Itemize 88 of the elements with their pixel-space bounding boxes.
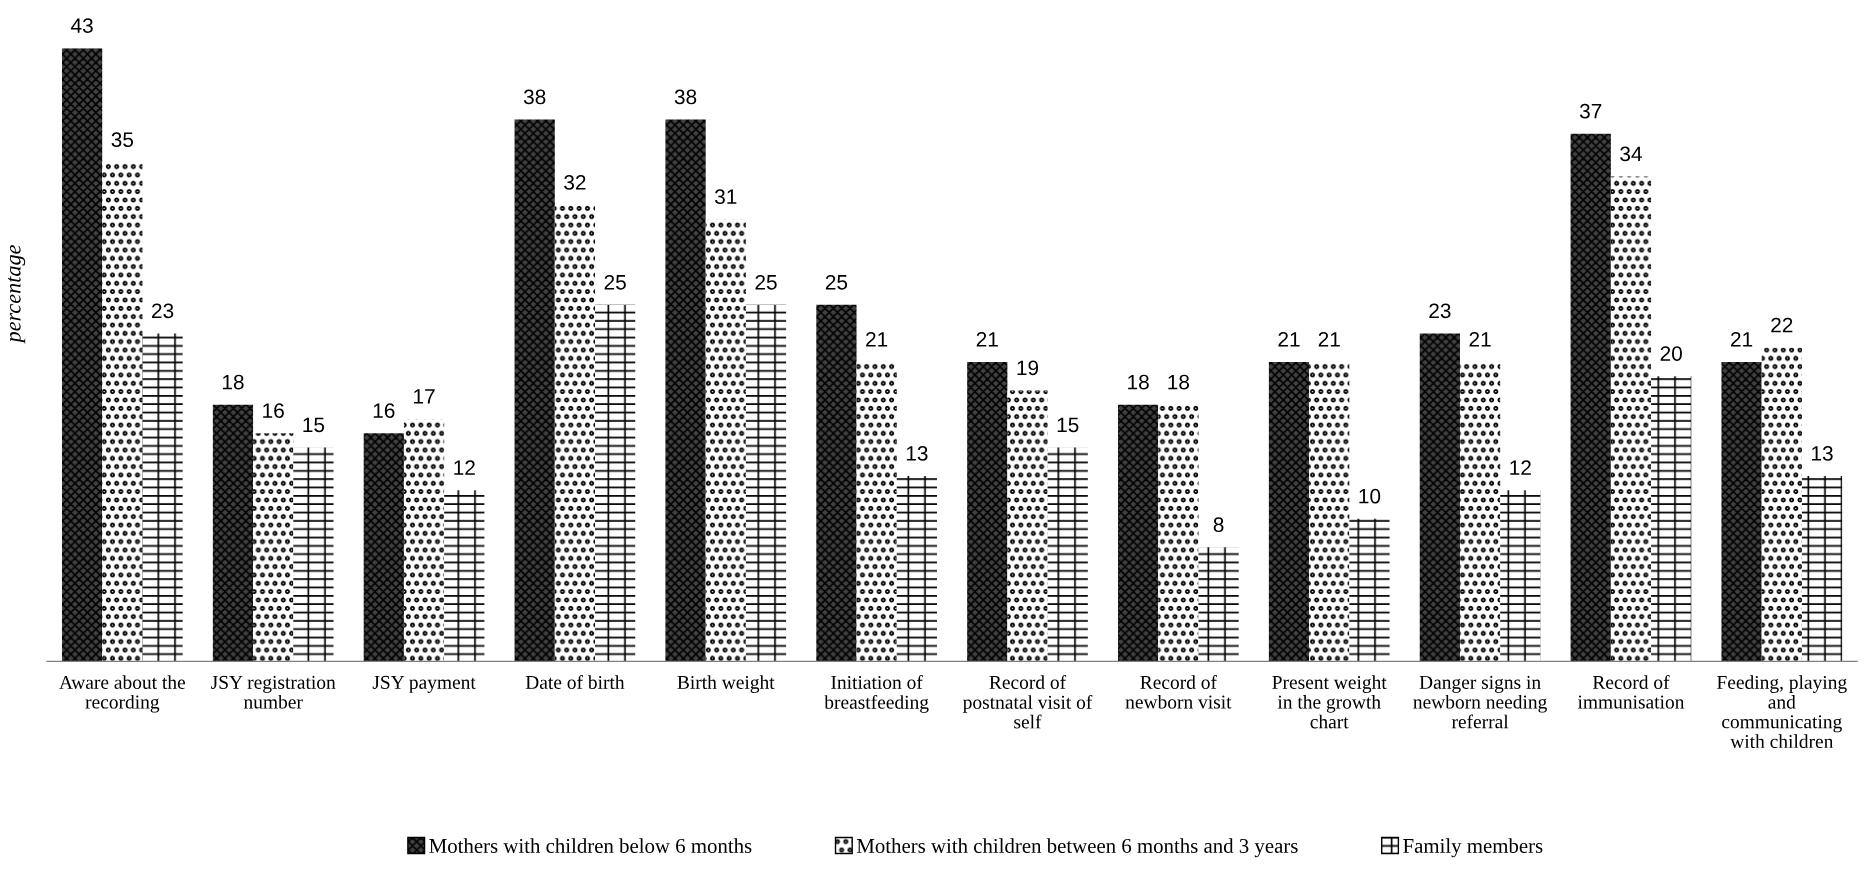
bar <box>363 433 404 662</box>
x-tick-label: Date of birth <box>525 675 625 689</box>
bar <box>1047 447 1088 662</box>
bar <box>665 119 706 662</box>
bar <box>293 447 334 662</box>
data-label: 38 <box>523 89 546 105</box>
data-label: 16 <box>373 403 395 418</box>
data-label: 18 <box>1128 374 1149 390</box>
data-label: 17 <box>414 389 435 404</box>
x-tick-label: Feeding, playing and communicating with children <box>1717 675 1847 749</box>
data-label: 13 <box>906 446 928 461</box>
x-tick-label: Present weight in the growth chart <box>1272 675 1387 729</box>
bar <box>1268 361 1310 662</box>
data-label: 25 <box>825 274 848 290</box>
bar <box>1761 347 1802 662</box>
y-axis-title: percentage <box>7 245 26 344</box>
data-label: 16 <box>263 403 284 418</box>
bar <box>1500 490 1541 662</box>
bar <box>705 219 746 662</box>
bar <box>1118 404 1159 662</box>
data-label: 21 <box>866 331 888 347</box>
bar <box>595 304 636 662</box>
bar <box>403 418 445 662</box>
x-tick-label: JSY payment <box>372 675 476 693</box>
bar <box>967 361 1008 662</box>
bar <box>1651 376 1692 662</box>
data-label: 21 <box>976 331 998 347</box>
x-tick-label: Record of postnatal visit of self <box>963 675 1093 729</box>
bar <box>1158 404 1199 662</box>
bar <box>816 304 857 662</box>
data-label: 25 <box>604 274 626 290</box>
bar <box>253 433 294 662</box>
x-tick-label: JSY registration number <box>211 675 336 709</box>
bar <box>1007 390 1048 662</box>
bar <box>61 48 103 662</box>
data-label: 21 <box>1469 331 1491 347</box>
bar <box>745 304 787 662</box>
data-label: 21 <box>1731 331 1753 347</box>
bar <box>1419 333 1460 662</box>
bar <box>212 404 254 662</box>
data-label: 38 <box>674 89 697 105</box>
bar <box>1349 518 1390 662</box>
bar <box>1198 547 1239 662</box>
data-label: 19 <box>1017 360 1039 376</box>
data-label: 37 <box>1579 103 1602 119</box>
x-tick-label: Record of newborn visit <box>1125 675 1232 709</box>
data-label: 15 <box>303 417 325 433</box>
x-tick-label: Danger signs in newborn needing referral <box>1413 675 1547 729</box>
bar <box>1610 176 1652 662</box>
data-label: 31 <box>714 189 737 205</box>
bar <box>1721 361 1762 662</box>
data-label: 12 <box>1510 460 1531 475</box>
data-label: 13 <box>1812 446 1833 461</box>
bar <box>444 490 485 662</box>
data-label: 15 <box>1057 417 1079 433</box>
bar <box>856 361 897 662</box>
data-label: 32 <box>564 175 586 190</box>
bar <box>554 205 596 662</box>
bar <box>1801 475 1843 662</box>
bar <box>1309 361 1350 662</box>
data-label: 22 <box>1771 317 1793 333</box>
data-label: 20 <box>1660 346 1682 361</box>
data-label: 18 <box>222 374 244 390</box>
bar <box>142 333 183 662</box>
data-label: 34 <box>1620 146 1642 162</box>
bar <box>1459 361 1501 662</box>
data-label: 21 <box>1278 331 1300 347</box>
data-label: 10 <box>1359 488 1381 504</box>
legend-label: Family members <box>1403 838 1543 858</box>
x-tick-label: Record of immunisation <box>1577 675 1685 709</box>
bar <box>896 475 937 662</box>
data-label: 21 <box>1318 331 1340 347</box>
x-tick-label: Birth weight <box>677 675 775 693</box>
data-label: 12 <box>454 460 475 475</box>
data-label: 35 <box>111 132 134 148</box>
data-label: 8 <box>1213 517 1224 533</box>
legend-label: Mothers with children below 6 months <box>429 838 752 853</box>
data-label: 23 <box>1429 303 1451 319</box>
x-tick-label: Initiation of breastfeeding <box>824 675 929 713</box>
x-tick-label: Aware about the recording <box>59 675 186 713</box>
bar <box>102 162 143 662</box>
data-label: 18 <box>1168 374 1190 390</box>
data-label: 25 <box>755 274 777 290</box>
data-label: 23 <box>152 303 174 319</box>
bar <box>514 119 555 662</box>
legend-label: Mothers with children between 6 months and 3 years <box>856 838 1298 858</box>
data-label: 43 <box>70 18 93 33</box>
bar <box>1570 133 1611 662</box>
